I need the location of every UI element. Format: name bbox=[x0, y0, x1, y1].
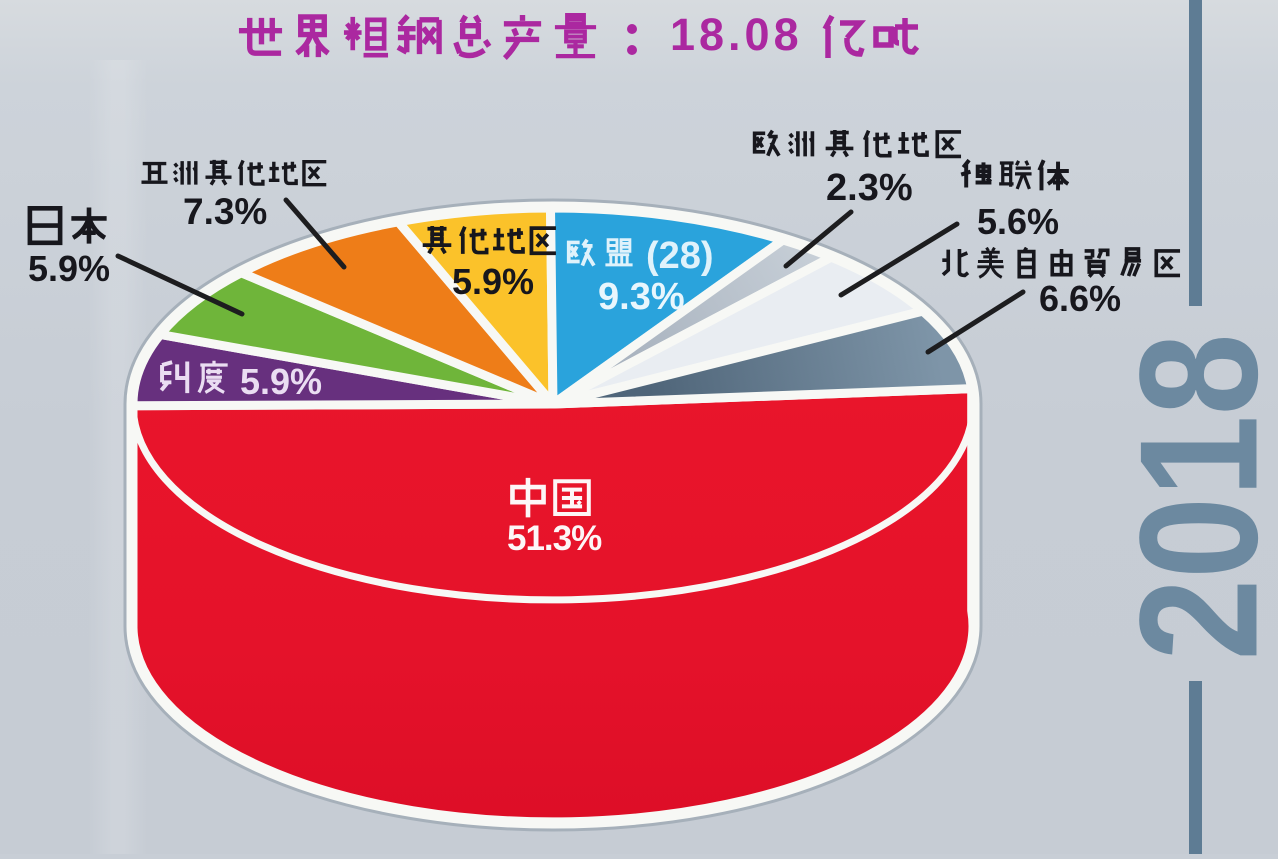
svg-text:6.6%: 6.6% bbox=[1039, 278, 1121, 319]
svg-text:5.9%: 5.9% bbox=[240, 361, 322, 402]
svg-text:2018: 2018 bbox=[1105, 334, 1278, 661]
svg-text:5.9%: 5.9% bbox=[28, 248, 110, 289]
svg-text:18.08: 18.08 bbox=[670, 9, 803, 60]
svg-text:(28): (28) bbox=[646, 235, 714, 277]
svg-text:7.3%: 7.3% bbox=[183, 191, 267, 232]
svg-text:9.3%: 9.3% bbox=[598, 276, 685, 318]
svg-text:5.6%: 5.6% bbox=[977, 201, 1059, 242]
svg-text:51.3%: 51.3% bbox=[507, 519, 602, 558]
svg-text:5.9%: 5.9% bbox=[452, 261, 534, 302]
svg-text:2.3%: 2.3% bbox=[826, 167, 913, 209]
